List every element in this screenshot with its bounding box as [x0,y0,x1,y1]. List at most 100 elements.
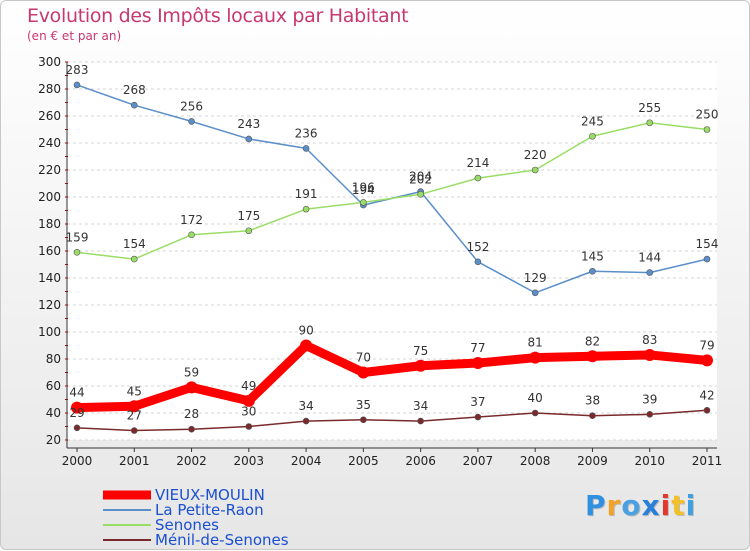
data-point [245,227,253,235]
data-point [130,255,138,263]
data-label: 194 [352,183,375,197]
data-label: 70 [356,351,371,365]
data-point [357,366,370,379]
data-point [73,424,81,432]
data-point [643,348,656,361]
data-point [302,145,310,152]
y-tick-label: 100 [38,325,61,339]
data-label: 75 [413,344,428,358]
data-label: 30 [241,405,256,419]
data-point [589,132,596,140]
data-point [360,199,367,206]
data-point [73,249,81,256]
logo-letter: x [641,489,661,522]
data-label: 256 [180,99,203,113]
data-label: 42 [699,388,714,402]
data-point [701,354,713,367]
y-tick-label: 300 [38,55,61,69]
data-label: 38 [585,394,600,408]
data-point [646,119,654,127]
data-point [245,135,253,143]
data-label: 268 [123,83,146,97]
data-point [531,166,539,174]
data-label: 144 [638,251,661,265]
x-tick-label: 2006 [405,454,436,468]
x-tick-label: 2005 [348,454,379,468]
x-tick-label: 2000 [62,454,93,468]
data-label: 59 [184,365,199,379]
data-point [586,350,599,363]
data-label: 45 [127,384,142,398]
y-tick-label: 40 [46,406,61,420]
data-point [188,231,195,239]
chart-title: Evolution des Impôts locaux par Habitant [27,5,409,27]
data-label: 220 [524,148,547,162]
data-label: 44 [69,386,84,400]
y-tick-label: 220 [38,163,61,177]
data-label: 245 [581,114,604,128]
data-point [242,394,255,407]
data-label: 175 [237,209,260,223]
data-point [188,425,195,433]
y-tick-label: 160 [38,244,61,258]
data-label: 27 [127,409,142,423]
series-line-senones [76,122,708,260]
data-label: 37 [470,395,485,409]
x-tick-label: 2010 [634,454,665,468]
legend-label: Senones [155,516,219,534]
data-label: 35 [356,398,371,412]
data-label: 255 [638,101,661,115]
data-point [245,423,253,430]
data-label: 172 [180,213,203,227]
data-point [531,289,539,297]
x-tick-label: 2008 [520,454,551,468]
legend-label: La Petite-Raon [155,501,264,519]
x-tick-label: 2002 [176,454,207,468]
data-label: 145 [581,249,604,263]
data-point [703,126,711,133]
data-point [474,174,482,182]
data-label: 196 [352,180,375,194]
data-point [128,400,141,413]
data-label: 29 [69,406,84,420]
y-tick-label: 260 [38,109,61,123]
data-label: 214 [466,156,489,170]
data-point [360,416,367,424]
series-line-m-nil-de-senones [76,409,708,432]
chart-subtitle: (en € et par an) [27,29,122,43]
data-point [130,101,138,109]
data-point [188,118,195,125]
data-label: 40 [528,391,543,405]
logo-letter: i [685,489,697,522]
data-point [71,401,83,414]
data-label: 49 [241,379,256,393]
data-point [474,413,482,421]
y-tick-label: 120 [38,298,61,312]
y-tick-label: 20 [46,433,61,447]
data-label: 39 [642,392,657,406]
data-point [589,412,596,420]
data-point [529,351,542,364]
data-point [302,205,310,213]
data-point [703,406,711,414]
data-label: 81 [528,336,543,350]
data-label: 28 [184,407,199,421]
logo-letter: t [671,489,686,522]
data-label: 204 [409,170,432,184]
data-label: 159 [66,230,89,244]
data-point [130,427,138,434]
data-label: 250 [696,108,719,122]
data-label: 83 [642,333,657,347]
logo-letter: i [660,489,672,522]
y-tick-label: 80 [46,352,61,366]
data-label: 243 [237,117,260,131]
data-point [646,411,654,418]
data-point [414,359,427,372]
data-point [646,269,654,276]
data-label: 152 [466,240,489,254]
logo-letter: o [621,489,642,522]
data-label: 34 [298,399,313,413]
data-label: 34 [413,399,428,413]
x-tick-label: 2007 [463,454,494,468]
